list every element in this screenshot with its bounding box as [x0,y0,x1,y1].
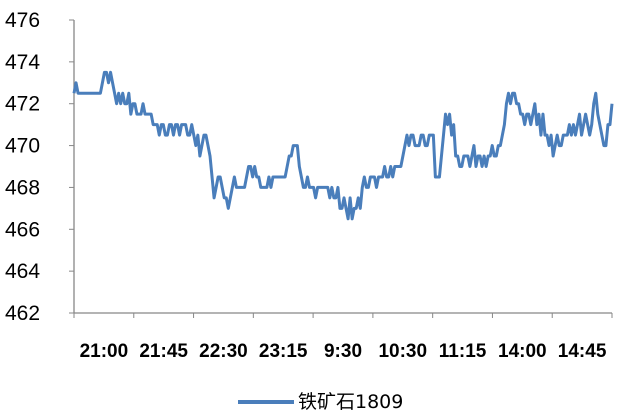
x-tick-label: 14:00 [498,341,547,362]
x-tick-label: 23:15 [259,341,308,362]
x-tick-label: 10:30 [378,341,427,362]
y-tick-label: 474 [5,51,40,74]
series-layer [72,70,614,221]
y-tick-label: 470 [5,135,40,158]
y-tick-label: 464 [5,260,40,283]
y-tick-label: 472 [5,93,40,116]
x-tick-label: 9:30 [324,341,362,362]
y-tick-label: 466 [5,218,40,241]
y-tick-label: 462 [5,302,40,325]
legend-label: 铁矿石1809 [298,391,403,412]
series-line-0 [72,70,614,221]
x-tick-label: 21:00 [80,341,129,362]
y-axis: 462 464 466 468 470 472 474 476 [5,9,75,325]
x-tick-label: 22:30 [199,341,248,362]
x-tick-label: 11:15 [439,341,487,362]
x-axis: 21:00 21:45 22:30 23:15 9:30 10:30 11:15 14:00 1… [73,312,613,362]
legend: 铁矿石1809 [238,391,403,412]
y-tick-label: 476 [5,9,40,32]
y-tick-label: 468 [5,176,40,199]
x-tick-label: 14:45 [558,341,607,362]
x-tick-label: 21:45 [139,341,188,362]
